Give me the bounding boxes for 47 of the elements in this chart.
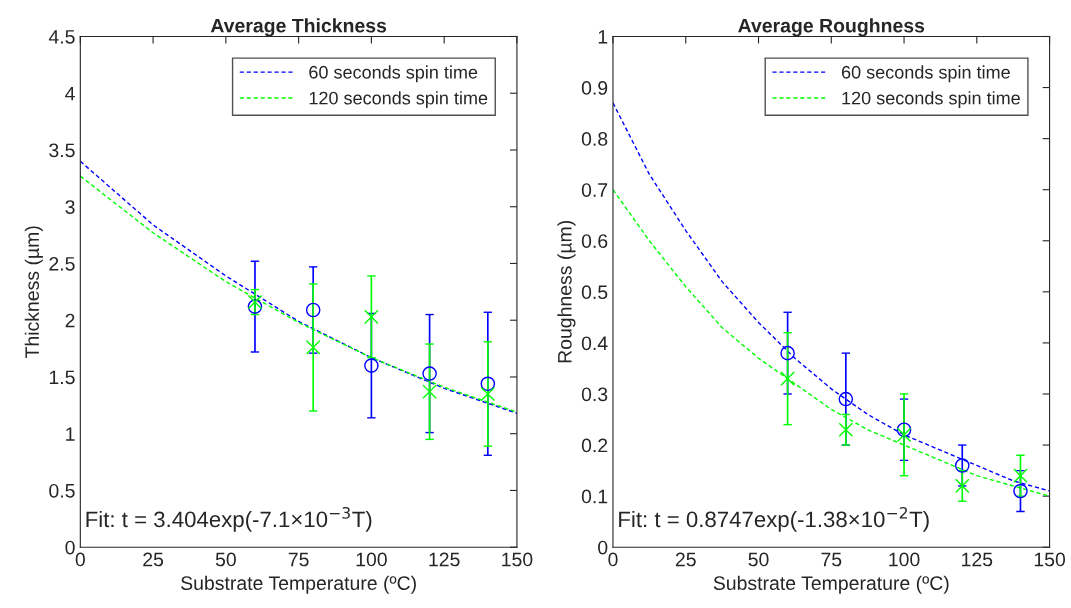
y-tick-label: 3.5 (49, 143, 75, 158)
x-tick-label: 25 (675, 552, 696, 567)
annotation: Fit: t = 0.8747exp(-1.38×10$^{−2}$T) (619, 506, 929, 532)
y-tick-label: 0.8 (581, 132, 608, 146)
y-tick-label: 4.5 (48, 30, 75, 44)
y-tick-label: 0.9 (581, 81, 608, 95)
x-tick-label: 125 (429, 552, 460, 567)
x-tick-label: 50 (215, 552, 236, 567)
y-tick-label: 1.5 (49, 370, 75, 385)
x-tick-label: 100 (889, 552, 920, 567)
y-tick-label: 3 (65, 200, 75, 214)
y-tick-label: 0.5 (581, 285, 608, 300)
y-tick-label: 0.3 (581, 387, 608, 402)
y-tick-label: 0 (65, 540, 75, 555)
y-tick-label: 2 (65, 313, 75, 328)
x-tick-label: 75 (821, 552, 842, 567)
y-tick-label: 0 (598, 540, 608, 555)
y-axis-title: Thickness (µm) (24, 226, 43, 359)
y-tick-label: 4 (65, 86, 75, 101)
legend-label: 120 seconds spin time (309, 91, 488, 109)
x-tick-label: 125 (962, 552, 993, 567)
x-tick-label: 150 (1034, 552, 1066, 567)
x-axis-title: Substrate Temperature (ºC) (713, 575, 949, 594)
y-tick-label: 1 (598, 30, 608, 44)
chart-title: Average Roughness (738, 18, 925, 37)
y-tick-label: 0.7 (581, 183, 608, 197)
x-tick-label: 0 (75, 552, 85, 567)
chart-title: Average Thickness (210, 18, 387, 37)
x-tick-label: 75 (288, 552, 309, 567)
x-tick-label: 100 (356, 552, 387, 567)
legend-label: 60 seconds spin time (309, 65, 478, 83)
y-tick-label: 0.1 (581, 489, 608, 504)
x-axis-title: Substrate Temperature (ºC) (181, 575, 416, 594)
y-tick-label: 0.2 (581, 438, 608, 453)
x-tick-label: 150 (502, 552, 533, 567)
x-tick-label: 25 (143, 552, 164, 567)
annotation: Fit: t = 3.404exp(-7.1×10$^{−3}$T) (86, 506, 372, 532)
y-tick-label: 0.4 (581, 336, 608, 351)
legend-label: 120 seconds spin time (842, 91, 1020, 109)
y-tick-label: 0.6 (581, 234, 608, 248)
y-tick-label: 2.5 (49, 256, 75, 271)
x-tick-label: 50 (748, 552, 769, 567)
y-tick-label: 1 (66, 427, 75, 441)
y-axis-title: Roughness (µm) (557, 220, 576, 363)
legend-label: 60 seconds spin time (841, 65, 1010, 83)
x-tick-label: 0 (608, 552, 618, 567)
y-tick-label: 0.5 (49, 483, 75, 498)
